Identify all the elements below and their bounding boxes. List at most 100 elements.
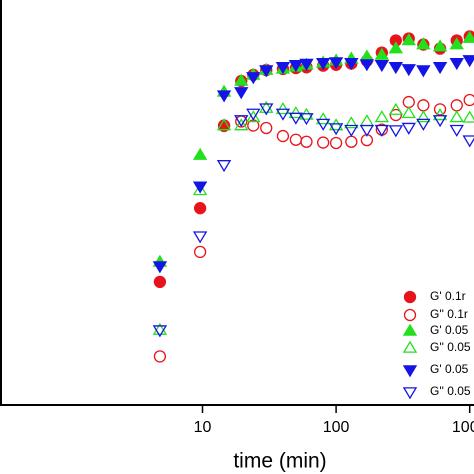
marker bbox=[299, 58, 314, 71]
legend-label: G' 0.1r bbox=[430, 289, 466, 303]
marker bbox=[216, 118, 232, 131]
marker bbox=[259, 65, 274, 78]
marker bbox=[192, 183, 208, 196]
marker bbox=[316, 136, 330, 149]
legend-marker bbox=[402, 387, 418, 400]
legend-marker bbox=[402, 365, 418, 378]
marker bbox=[401, 64, 416, 77]
marker bbox=[374, 110, 390, 123]
marker bbox=[329, 136, 343, 150]
marker bbox=[288, 106, 304, 119]
marker bbox=[401, 33, 416, 46]
marker bbox=[315, 112, 331, 125]
marker bbox=[388, 102, 404, 115]
marker bbox=[344, 124, 359, 137]
marker bbox=[374, 60, 390, 73]
marker bbox=[152, 322, 168, 335]
marker bbox=[432, 62, 448, 75]
marker bbox=[449, 58, 464, 71]
marker bbox=[344, 58, 359, 71]
marker bbox=[388, 62, 404, 75]
legend-label: G'' 0.05 bbox=[430, 384, 471, 398]
marker bbox=[388, 41, 404, 54]
marker bbox=[260, 121, 273, 135]
legend-label: G'' 0.05 bbox=[430, 340, 471, 354]
marker bbox=[432, 115, 448, 128]
marker bbox=[449, 37, 464, 50]
marker bbox=[259, 100, 274, 113]
marker bbox=[234, 115, 249, 128]
marker bbox=[416, 110, 431, 123]
marker bbox=[152, 261, 168, 274]
marker bbox=[276, 129, 290, 143]
marker bbox=[344, 116, 359, 129]
marker bbox=[416, 118, 431, 131]
marker bbox=[416, 65, 431, 78]
marker bbox=[374, 124, 390, 137]
marker bbox=[192, 231, 208, 244]
marker bbox=[193, 202, 207, 215]
legend-label: G' 0.05 bbox=[430, 323, 469, 337]
marker bbox=[288, 60, 304, 73]
marker bbox=[401, 106, 416, 119]
marker bbox=[246, 110, 261, 123]
marker bbox=[289, 133, 303, 146]
marker bbox=[462, 135, 474, 148]
marker bbox=[246, 72, 261, 85]
marker bbox=[234, 87, 249, 100]
marker bbox=[389, 108, 402, 122]
legend-marker bbox=[402, 340, 418, 353]
marker bbox=[359, 124, 375, 137]
marker bbox=[275, 102, 291, 115]
marker bbox=[359, 114, 375, 127]
marker bbox=[388, 125, 404, 138]
legend-marker bbox=[403, 308, 417, 322]
marker bbox=[259, 103, 274, 116]
marker bbox=[328, 123, 344, 136]
marker bbox=[153, 350, 167, 363]
legend-marker bbox=[403, 290, 417, 304]
marker bbox=[433, 103, 447, 116]
marker bbox=[315, 118, 331, 131]
marker bbox=[216, 160, 232, 173]
marker bbox=[193, 245, 207, 259]
marker bbox=[288, 112, 304, 125]
marker bbox=[449, 110, 464, 123]
marker bbox=[374, 47, 390, 60]
legend-label: G' 0.05 bbox=[430, 362, 469, 376]
marker bbox=[432, 108, 448, 121]
marker bbox=[402, 95, 415, 109]
marker bbox=[315, 58, 331, 71]
marker bbox=[359, 59, 375, 72]
marker bbox=[449, 124, 464, 137]
marker bbox=[246, 108, 261, 121]
x-tick-label: 100 bbox=[323, 419, 350, 436]
marker bbox=[417, 99, 430, 112]
marker bbox=[345, 135, 358, 148]
marker bbox=[462, 55, 474, 68]
marker bbox=[299, 113, 314, 126]
marker bbox=[275, 62, 291, 75]
marker bbox=[216, 90, 232, 103]
marker bbox=[300, 135, 313, 148]
marker bbox=[432, 39, 448, 52]
marker bbox=[462, 110, 474, 123]
marker bbox=[153, 275, 167, 289]
legend-label: G'' 0.1r bbox=[430, 307, 468, 321]
marker bbox=[152, 325, 168, 338]
marker bbox=[234, 118, 249, 131]
marker bbox=[192, 147, 208, 160]
marker bbox=[234, 73, 249, 86]
legend-marker bbox=[402, 323, 418, 336]
x-tick-label: 1000 bbox=[452, 419, 474, 436]
marker bbox=[328, 57, 344, 70]
x-axis-label: time (min) bbox=[233, 450, 326, 473]
marker bbox=[450, 99, 463, 112]
marker bbox=[328, 118, 344, 131]
x-tick-label: 10 bbox=[194, 419, 212, 436]
marker bbox=[401, 122, 416, 135]
marker bbox=[192, 181, 208, 194]
marker bbox=[416, 37, 431, 50]
marker bbox=[462, 30, 474, 43]
